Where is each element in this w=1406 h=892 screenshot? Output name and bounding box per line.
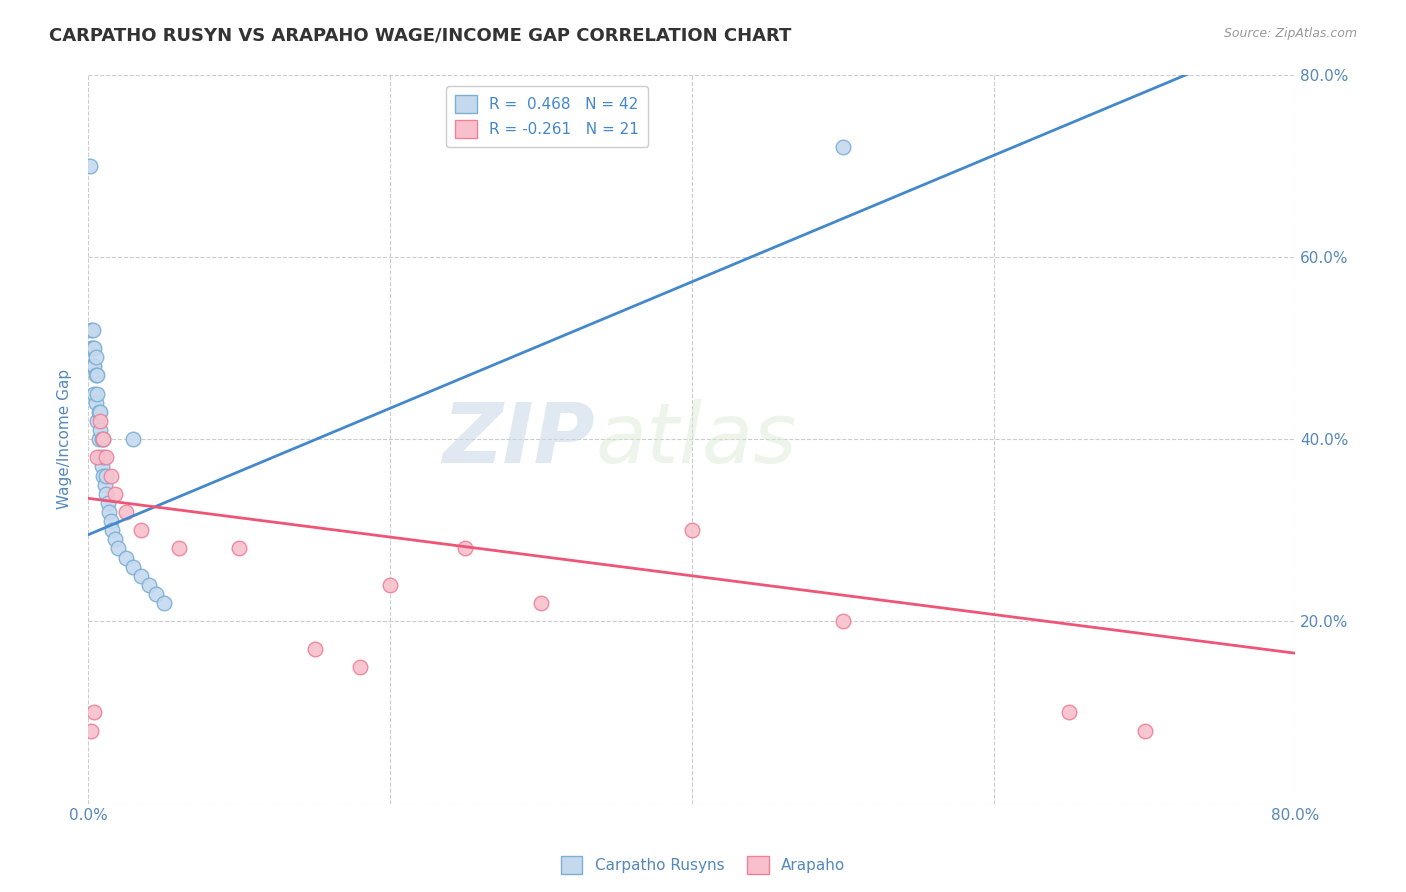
Point bbox=[378, 578, 401, 592]
Point bbox=[129, 523, 152, 537]
Point bbox=[152, 596, 174, 610]
Point bbox=[80, 341, 103, 355]
Point bbox=[91, 450, 114, 465]
Point bbox=[80, 723, 103, 738]
Point bbox=[98, 505, 121, 519]
Point bbox=[89, 414, 111, 428]
Point bbox=[83, 341, 105, 355]
Point bbox=[84, 350, 107, 364]
Point bbox=[94, 477, 117, 491]
Point bbox=[122, 559, 145, 574]
Point bbox=[1133, 723, 1156, 738]
Point bbox=[82, 359, 104, 373]
Point bbox=[104, 487, 127, 501]
Point bbox=[87, 405, 110, 419]
Point bbox=[129, 568, 152, 582]
Point bbox=[87, 432, 110, 446]
Point bbox=[138, 578, 160, 592]
Point bbox=[80, 323, 103, 337]
Point bbox=[89, 405, 111, 419]
Point bbox=[104, 533, 127, 547]
Point bbox=[86, 450, 108, 465]
Point bbox=[86, 414, 108, 428]
Point bbox=[82, 341, 104, 355]
Legend: R =  0.468   N = 42, R = -0.261   N = 21: R = 0.468 N = 42, R = -0.261 N = 21 bbox=[446, 86, 648, 147]
Point bbox=[83, 706, 105, 720]
Y-axis label: Wage/Income Gap: Wage/Income Gap bbox=[58, 369, 72, 509]
Point bbox=[100, 468, 122, 483]
Point bbox=[96, 487, 118, 501]
Point bbox=[107, 541, 129, 556]
Point bbox=[115, 505, 138, 519]
Point bbox=[89, 450, 111, 465]
Point bbox=[89, 423, 111, 437]
Point bbox=[90, 432, 112, 446]
Point bbox=[304, 641, 326, 656]
Text: ZIP: ZIP bbox=[443, 399, 595, 480]
Point bbox=[84, 395, 107, 409]
Point bbox=[86, 386, 108, 401]
Text: Source: ZipAtlas.com: Source: ZipAtlas.com bbox=[1223, 27, 1357, 40]
Point bbox=[79, 159, 101, 173]
Point bbox=[91, 432, 114, 446]
Point bbox=[681, 523, 703, 537]
Point bbox=[86, 368, 108, 383]
Point bbox=[145, 587, 167, 601]
Point bbox=[83, 359, 105, 373]
Point bbox=[96, 450, 118, 465]
Point bbox=[97, 496, 120, 510]
Point bbox=[91, 432, 114, 446]
Point bbox=[167, 541, 190, 556]
Point bbox=[122, 432, 145, 446]
Text: atlas: atlas bbox=[595, 399, 797, 480]
Legend: Carpatho Rusyns, Arapaho: Carpatho Rusyns, Arapaho bbox=[555, 850, 851, 880]
Point bbox=[90, 459, 112, 474]
Point bbox=[82, 323, 104, 337]
Point bbox=[83, 386, 105, 401]
Text: CARPATHO RUSYN VS ARAPAHO WAGE/INCOME GAP CORRELATION CHART: CARPATHO RUSYN VS ARAPAHO WAGE/INCOME GA… bbox=[49, 27, 792, 45]
Point bbox=[96, 468, 118, 483]
Point bbox=[454, 541, 477, 556]
Point bbox=[831, 140, 853, 154]
Point bbox=[1057, 706, 1080, 720]
Point bbox=[91, 468, 114, 483]
Point bbox=[100, 514, 122, 528]
Point bbox=[115, 550, 138, 565]
Point bbox=[228, 541, 250, 556]
Point bbox=[101, 523, 124, 537]
Point bbox=[530, 596, 553, 610]
Point bbox=[831, 615, 853, 629]
Point bbox=[84, 368, 107, 383]
Point bbox=[349, 660, 371, 674]
